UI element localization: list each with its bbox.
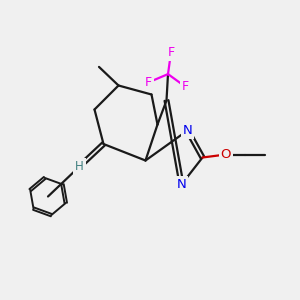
Text: F: F [167,46,175,59]
Text: F: F [182,80,189,93]
Text: N: N [177,178,186,191]
Text: H: H [75,160,84,173]
Text: N: N [183,124,192,137]
Text: F: F [145,76,152,89]
Text: O: O [221,148,231,161]
